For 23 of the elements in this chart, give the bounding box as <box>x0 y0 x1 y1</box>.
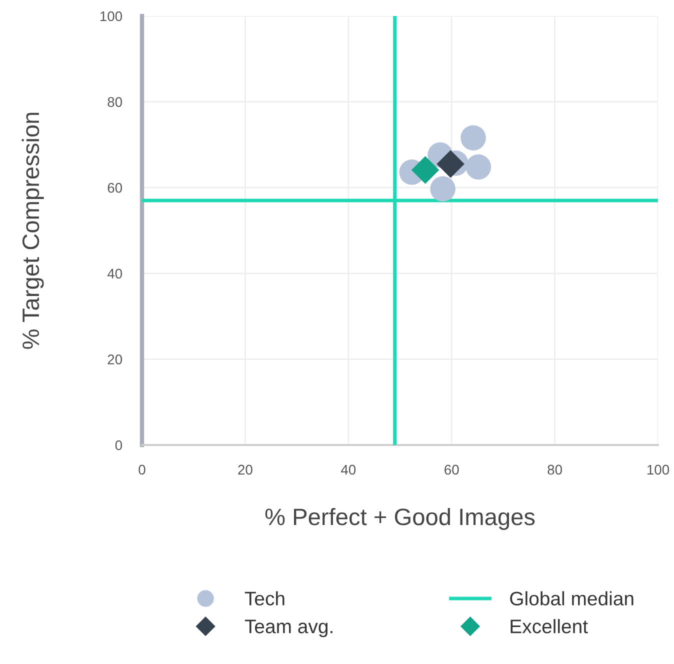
x-tick-label: 60 <box>444 464 459 475</box>
point <box>460 125 486 150</box>
x-tick-label: 20 <box>238 464 252 475</box>
y-tick-label: 100 <box>100 11 122 22</box>
y-tick-label: 60 <box>108 182 122 193</box>
y-tick-label: 80 <box>108 97 122 107</box>
point <box>411 156 440 184</box>
y-tick-label: 20 <box>108 354 122 364</box>
point <box>430 176 456 202</box>
legend-label: Excellent <box>510 619 588 634</box>
point <box>436 150 464 178</box>
legend-label: Tech <box>244 591 284 606</box>
x-tick-label: 100 <box>647 464 670 475</box>
x-tick-label: 40 <box>340 464 356 475</box>
y-tick-label: 40 <box>107 268 122 279</box>
point <box>466 154 492 180</box>
x-axis-title: % Perfect + Good Images <box>265 508 535 530</box>
y-axis-title: % Target Compression <box>22 112 44 349</box>
x-tick-label: 80 <box>548 464 562 475</box>
legend-label: Global median <box>510 591 634 606</box>
y-tick-label: 0 <box>115 440 122 450</box>
x-tick-label: 0 <box>138 464 146 475</box>
legend-label: Team avg. <box>244 620 332 638</box>
